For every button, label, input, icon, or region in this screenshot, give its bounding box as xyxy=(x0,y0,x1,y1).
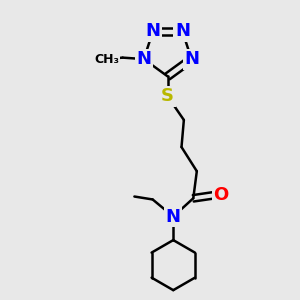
Text: N: N xyxy=(136,50,152,68)
Text: N: N xyxy=(166,208,181,226)
Text: S: S xyxy=(161,87,174,105)
Text: N: N xyxy=(146,22,160,40)
Text: CH₃: CH₃ xyxy=(94,52,119,66)
Text: N: N xyxy=(175,22,190,40)
Text: O: O xyxy=(213,186,229,204)
Text: N: N xyxy=(184,50,199,68)
